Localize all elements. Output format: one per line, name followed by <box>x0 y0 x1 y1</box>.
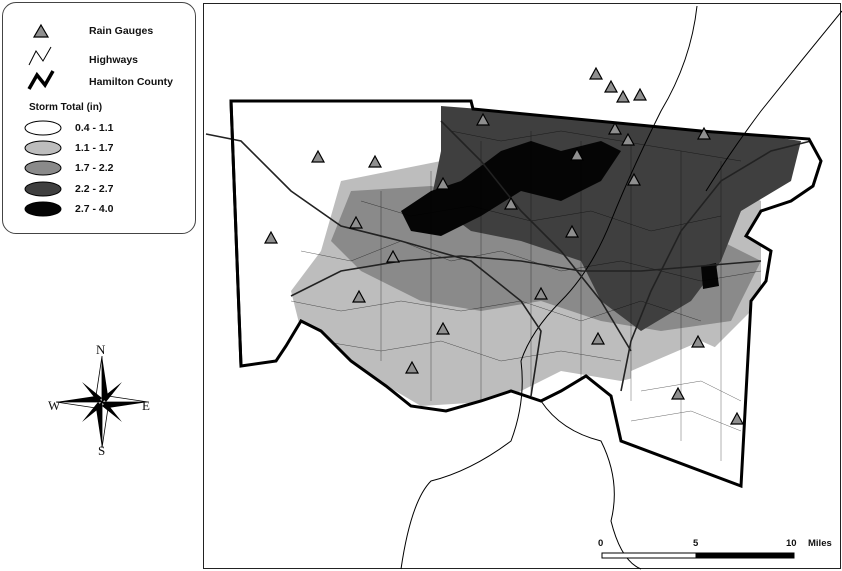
river-south <box>540 400 642 570</box>
scale-zero-label: 0 <box>598 538 604 549</box>
map-frame <box>203 3 842 570</box>
region-2-7-to-4-0 <box>401 141 621 236</box>
compass-south-label: S <box>98 443 106 458</box>
legend-county-label: Hamilton County <box>89 76 173 88</box>
rain-gauge-20 <box>351 289 367 303</box>
rain-gauge-25 <box>670 386 686 400</box>
scale-units-label: Miles <box>808 538 832 549</box>
rain-gauge-18 <box>385 249 401 263</box>
rivers <box>400 5 842 570</box>
rain-gauge-23 <box>690 334 706 348</box>
compass-rose: N S E W <box>48 342 158 458</box>
scale-bar: 0 5 10 Miles <box>598 538 838 568</box>
rain-gauge-6 <box>367 154 383 168</box>
rain-gauge-5 <box>310 149 326 163</box>
compass-east-label: E <box>142 398 150 413</box>
rain-gauge-26 <box>729 411 745 425</box>
region-2-7-to-4-0-east <box>701 263 719 289</box>
highway-3 <box>620 140 812 392</box>
storm-total-regions <box>231 101 821 486</box>
rain-gauge-19 <box>533 286 549 300</box>
rain-gauge-7 <box>263 230 279 244</box>
legend-class-label-3: 1.7 - 2.2 <box>75 162 114 174</box>
highway-icon <box>28 46 52 66</box>
legend-rain-gauges-label: Rain Gauges <box>89 25 154 37</box>
rain-gauge-2 <box>603 79 619 93</box>
rain-gauge-16 <box>348 215 364 229</box>
legend-class-label-2: 1.1 - 1.7 <box>75 142 114 154</box>
rain-gauge-12 <box>569 147 585 161</box>
map-legend: Rain Gauges Highways Hamilton County Sto… <box>2 2 196 234</box>
county-boundary-icon <box>27 70 55 90</box>
rain-gauge-icon <box>32 23 50 38</box>
rain-gauge-1 <box>588 66 604 80</box>
rain-gauge-10 <box>620 132 636 146</box>
county-west-boundary <box>229 100 243 367</box>
compass-north-label: N <box>96 342 106 357</box>
legend-class-label-1: 0.4 - 1.1 <box>75 122 114 134</box>
rain-gauge-21 <box>435 321 451 335</box>
scale-max-label: 10 <box>786 538 797 549</box>
legend-class-label-4: 2.2 - 2.7 <box>75 183 114 195</box>
river-ne <box>705 10 842 192</box>
rain-gauge-14 <box>435 176 451 190</box>
highways <box>205 120 812 397</box>
storm-class-swatch-4 <box>24 181 62 197</box>
rain-gauges <box>263 66 745 425</box>
storm-class-swatch-3 <box>24 160 62 176</box>
region-south-east-light <box>631 341 746 481</box>
scale-mid-label: 5 <box>693 538 699 549</box>
map-canvas <box>205 5 842 570</box>
legend-symbols <box>24 23 62 217</box>
rain-gauge-22 <box>590 331 606 345</box>
rain-gauge-4 <box>632 87 648 101</box>
legend-storm-title: Storm Total (in) <box>29 102 103 113</box>
highway-1 <box>205 133 542 397</box>
compass-west-label: W <box>48 398 61 413</box>
rain-gauge-3 <box>615 89 631 103</box>
rain-gauge-11 <box>696 126 712 140</box>
compass-star-icon <box>55 355 149 449</box>
storm-class-swatch-1 <box>24 120 62 136</box>
legend-class-label-5: 2.7 - 4.0 <box>75 203 114 215</box>
highway-2 <box>290 255 762 297</box>
rain-gauge-24 <box>404 360 420 374</box>
rain-gauge-17 <box>564 224 580 238</box>
hamilton-county-boundary <box>229 99 823 489</box>
legend-highways-label: Highways <box>89 54 139 66</box>
scale-bar-graphic <box>601 552 795 559</box>
storm-class-swatch-5 <box>24 201 62 217</box>
rain-gauge-9 <box>607 121 623 135</box>
rain-gauge-15 <box>503 196 519 210</box>
rain-gauge-13 <box>626 172 642 186</box>
river-main <box>400 5 698 570</box>
rain-gauge-8 <box>475 112 491 126</box>
storm-class-swatch-2 <box>24 140 62 156</box>
highway-4 <box>440 120 632 352</box>
